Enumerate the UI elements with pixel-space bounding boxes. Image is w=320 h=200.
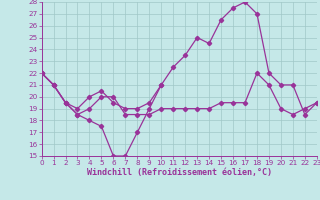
X-axis label: Windchill (Refroidissement éolien,°C): Windchill (Refroidissement éolien,°C) — [87, 168, 272, 177]
